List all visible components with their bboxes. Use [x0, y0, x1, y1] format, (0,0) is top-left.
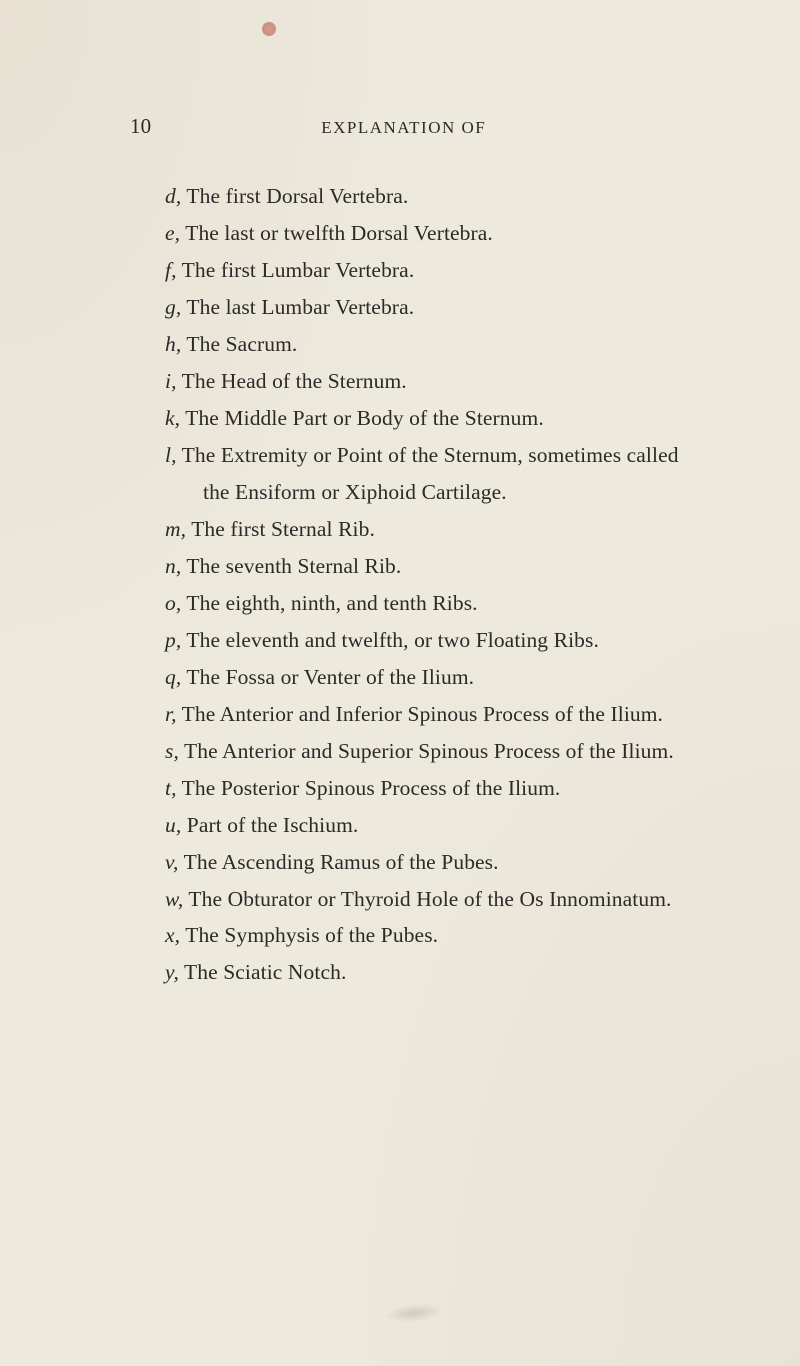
- entry: s, The Anterior and Superior Spinous Pro…: [135, 733, 690, 770]
- entry-text: The last or twelfth Dorsal Vertebra.: [180, 221, 493, 245]
- page-number: 10: [130, 108, 151, 144]
- entry: o, The eighth, ninth, and tenth Ribs.: [135, 585, 690, 622]
- entry-key: y,: [165, 960, 179, 984]
- entry-text: The first Sternal Rib.: [186, 517, 375, 541]
- entry-key: n,: [165, 554, 181, 578]
- entry-text: The Sciatic Notch.: [179, 960, 347, 984]
- entry: p, The eleventh and twelfth, or two Floa…: [135, 622, 690, 659]
- entry-text: The eleventh and twelfth, or two Floatin…: [181, 628, 599, 652]
- entry-text: The Anterior and Inferior Spinous Proces…: [177, 702, 663, 726]
- entry-text: Part of the Ischium.: [181, 813, 358, 837]
- entry-text: The Symphysis of the Pubes.: [180, 923, 438, 947]
- entry-key: d,: [165, 184, 181, 208]
- entry: g, The last Lumbar Vertebra.: [135, 289, 690, 326]
- entry: n, The seventh Sternal Rib.: [135, 548, 690, 585]
- entry-key: v,: [165, 850, 179, 874]
- entry-key: i,: [165, 369, 177, 393]
- entry-text: The Anterior and Superior Spinous Proces…: [179, 739, 674, 763]
- entry: l, The Extremity or Point of the Sternum…: [135, 437, 690, 511]
- entry: m, The first Sternal Rib.: [135, 511, 690, 548]
- entry-text: The Middle Part or Body of the Sternum.: [180, 406, 544, 430]
- running-head: EXPLANATION OF: [321, 113, 486, 142]
- entry-key: o,: [165, 591, 181, 615]
- entry-key: q,: [165, 665, 181, 689]
- entry-key: u,: [165, 813, 181, 837]
- entry-text: The Head of the Sternum.: [177, 369, 407, 393]
- entry: v, The Ascending Ramus of the Pubes.: [135, 844, 690, 881]
- entry: t, The Posterior Spinous Process of the …: [135, 770, 690, 807]
- entry-text: The first Lumbar Vertebra.: [177, 258, 415, 282]
- header-line: 10 EXPLANATION OF: [130, 108, 690, 144]
- entry: h, The Sacrum.: [135, 326, 690, 363]
- entry-key: h,: [165, 332, 181, 356]
- entry: e, The last or twelfth Dorsal Vertebra.: [135, 215, 690, 252]
- entry-text: The Fossa or Venter of the Ilium.: [181, 665, 474, 689]
- entry: k, The Middle Part or Body of the Sternu…: [135, 400, 690, 437]
- entry-key: s,: [165, 739, 179, 763]
- entry-text: The Obturator or Thyroid Hole of the Os …: [183, 887, 671, 911]
- entry-text: The eighth, ninth, and tenth Ribs.: [181, 591, 477, 615]
- entry-text: The last Lumbar Vertebra.: [181, 295, 414, 319]
- entry: x, The Symphysis of the Pubes.: [135, 917, 690, 954]
- entry-key: p,: [165, 628, 181, 652]
- entry: i, The Head of the Sternum.: [135, 363, 690, 400]
- entry: w, The Obturator or Thyroid Hole of the …: [135, 881, 690, 918]
- entry-key: g,: [165, 295, 181, 319]
- entry-text: The Posterior Spinous Process of the Ili…: [177, 776, 561, 800]
- smear-mark: [383, 1301, 444, 1324]
- entry: d, The first Dorsal Vertebra.: [135, 178, 690, 215]
- entry: f, The first Lumbar Vertebra.: [135, 252, 690, 289]
- entry-key: l,: [165, 443, 177, 467]
- entry-text: The Ascending Ramus of the Pubes.: [179, 850, 499, 874]
- entry-key: x,: [165, 923, 180, 947]
- entry-key: w,: [165, 887, 183, 911]
- entry-key: m,: [165, 517, 186, 541]
- entry-key: f,: [165, 258, 177, 282]
- entries-block: d, The first Dorsal Vertebra.e, The last…: [135, 178, 690, 991]
- entry-text: The first Dorsal Vertebra.: [181, 184, 408, 208]
- entry-text: The seventh Sternal Rib.: [181, 554, 401, 578]
- entry-key: e,: [165, 221, 180, 245]
- content-area: 10 EXPLANATION OF d, The first Dorsal Ve…: [0, 0, 800, 991]
- entry: u, Part of the Ischium.: [135, 807, 690, 844]
- entry-text: The Extremity or Point of the Sternum, s…: [177, 443, 679, 504]
- entry-key: r,: [165, 702, 177, 726]
- entry-key: k,: [165, 406, 180, 430]
- entry: r, The Anterior and Inferior Spinous Pro…: [135, 696, 690, 733]
- page: 10 EXPLANATION OF d, The first Dorsal Ve…: [0, 0, 800, 1366]
- entry: q, The Fossa or Venter of the Ilium.: [135, 659, 690, 696]
- entry: y, The Sciatic Notch.: [135, 954, 690, 991]
- entry-key: t,: [165, 776, 177, 800]
- entry-text: The Sacrum.: [181, 332, 297, 356]
